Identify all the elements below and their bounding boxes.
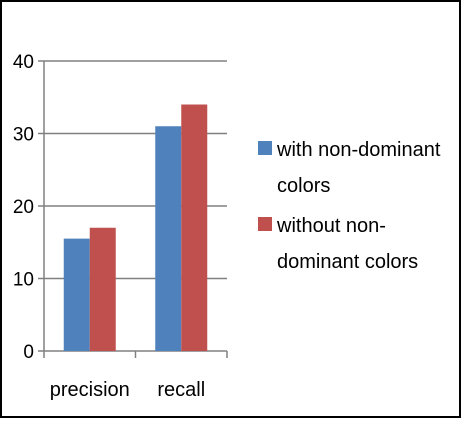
bar-precision-series-2 [89,227,116,351]
tick-labels: 0 10 20 30 40 precision recall [13,52,205,401]
legend: with non-dominant colors without non-domin… [258,139,441,273]
legend-label: without non-dominant colors [276,215,418,273]
bars [63,104,208,351]
bar-recall-series-2 [181,104,208,351]
legend-swatch [258,141,272,155]
bar-recall-series-1 [155,126,182,351]
y-tick-label: 0 [23,342,34,363]
y-tick-label: 20 [13,197,34,218]
legend-label: with non-dominant colors [276,139,441,197]
x-tick-label: precision [50,379,130,401]
bar-precision-series-1 [63,238,90,351]
y-tick-label: 30 [13,125,34,146]
legend-swatch [258,217,272,231]
x-tick-label: recall [157,379,205,401]
chart-frame [0,0,461,418]
y-tick-label: 40 [13,52,34,73]
y-tick-label: 10 [13,270,34,291]
